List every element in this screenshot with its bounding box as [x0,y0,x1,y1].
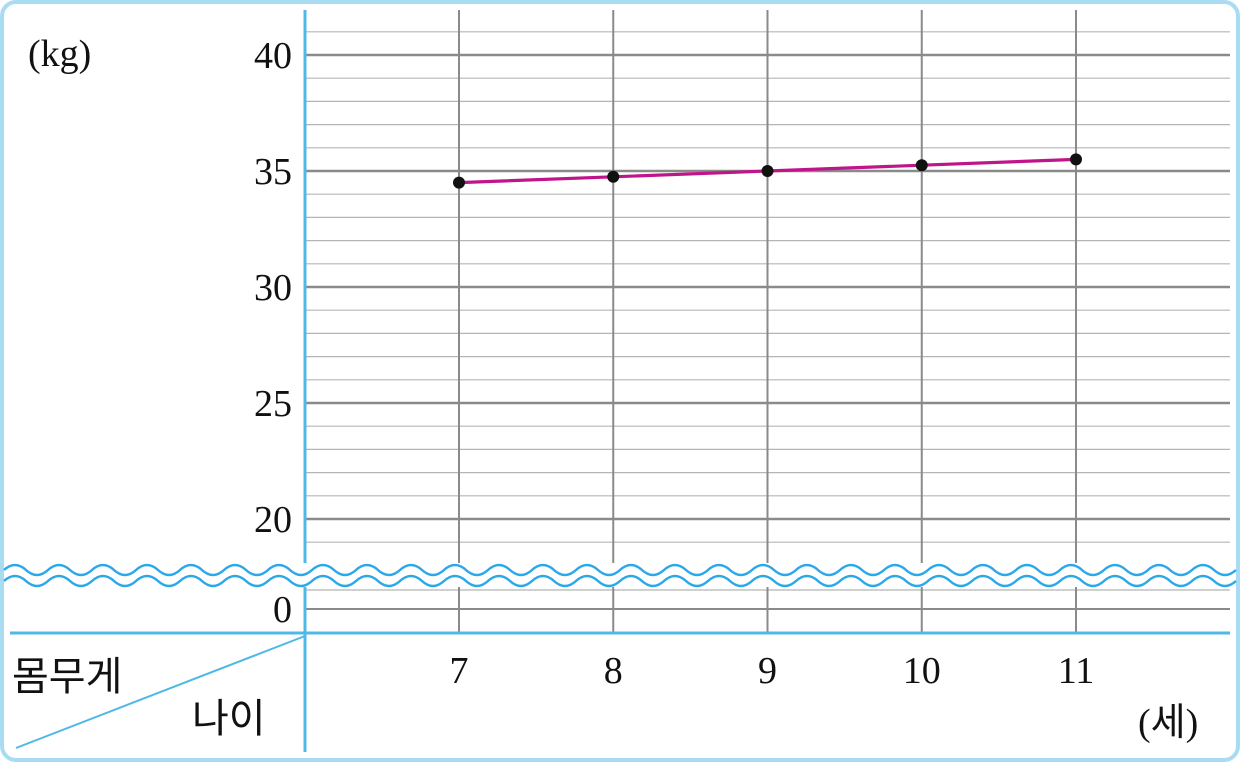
data-point [453,176,465,189]
x-tick-label: 10 [903,650,941,692]
data-point [761,165,774,177]
y-tick-label: 20 [254,499,292,541]
x-axis-unit-label: (세) [1138,702,1198,744]
y-axis-unit-label: (kg) [28,33,91,75]
y-tick-label: 30 [254,267,292,309]
x-tick-label: 9 [758,650,777,692]
break-wave-lower [3,574,1237,588]
axes [10,10,1230,752]
x-tick-label: 11 [1058,650,1095,692]
data-point [915,159,928,172]
data-point [1070,153,1082,166]
header-row-label: 몸무게 [12,654,122,700]
y-tick-label: 40 [254,35,292,77]
header-col-label: 나이 [192,696,266,742]
y-tick-label: 0 [273,589,292,631]
tick-labels: 0 20 25 30 35 40 7 8 9 10 11 [254,35,1094,692]
y-tick-label: 25 [254,383,292,425]
series-layer [453,153,1082,189]
grid [305,10,1230,633]
y-tick-label: 35 [254,151,292,193]
x-tick-label: 7 [450,650,469,692]
x-tick-label: 8 [604,650,623,692]
break-wave-upper [3,563,1237,577]
data-point [607,170,620,183]
axis-break-wave [3,563,1237,588]
header-diagonal [15,635,306,749]
